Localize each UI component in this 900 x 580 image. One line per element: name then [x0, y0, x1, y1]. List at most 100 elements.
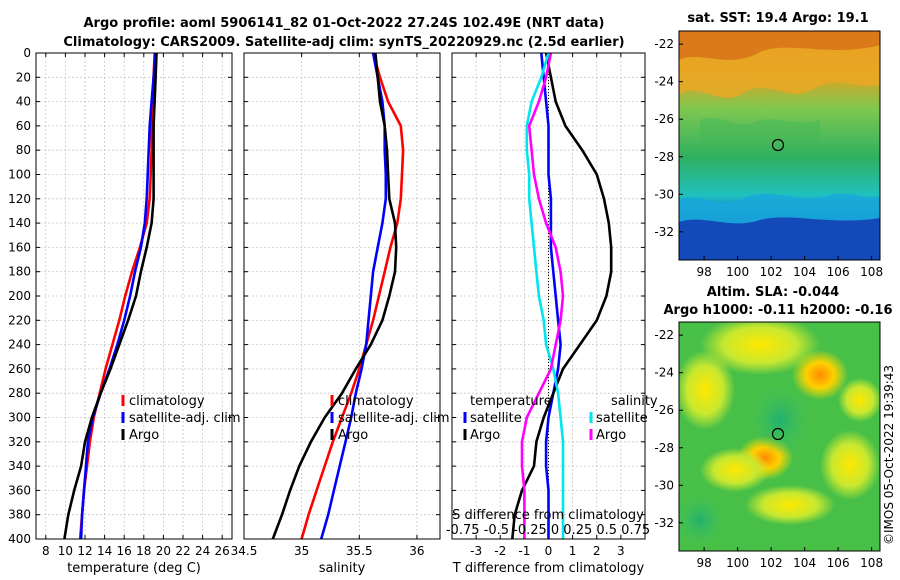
- sla-map-axes: 98 100 102 104 106 108 -22 -24 -26 -28 -30 -32: [654, 328, 883, 570]
- map-x-tick-label: 100: [726, 265, 749, 279]
- y-tick-label: 400: [8, 532, 31, 546]
- plot-frame: [35, 52, 233, 540]
- map-y-tick-label: -22: [654, 37, 674, 51]
- y-tick-label: 180: [8, 265, 31, 279]
- x-tick-label: 1: [569, 544, 577, 558]
- map-y-tick-label: -22: [654, 328, 674, 342]
- x-axis-label: salinity: [319, 561, 366, 576]
- x-tick-label: 20: [156, 544, 171, 558]
- y-tick-label: 360: [8, 483, 31, 497]
- series-line-argo: [63, 52, 158, 540]
- series-line-temperature-satellite: [540, 52, 562, 539]
- legend-title-temperature: temperature: [470, 394, 552, 409]
- x-tick-label: -2: [494, 544, 506, 558]
- sla-map-title: Altim. SLA: -0.044: [707, 285, 839, 300]
- y-tick-label: 320: [8, 435, 31, 449]
- series-line-climatology: [78, 52, 156, 540]
- x-tick-label: 34.5: [231, 544, 258, 558]
- sst-map-axes: 98 100 102 104 106 108 -22 -24 -26 -28 -30 -32: [654, 37, 883, 279]
- map-y-tick-label: -28: [654, 441, 674, 455]
- imos-watermark: ©IMOS 05-Oct-2022 19:39:43: [882, 365, 896, 545]
- y-tick-label: 300: [8, 411, 31, 425]
- y-tick-label: 260: [8, 362, 31, 376]
- map-x-tick-label: 104: [793, 556, 816, 570]
- sst-map-title: sat. SST: 19.4 Argo: 19.1: [687, 11, 868, 26]
- x-tick-label: 36: [409, 544, 424, 558]
- x-tick-label: 8: [42, 544, 50, 558]
- sla-argo-marker: [771, 427, 785, 441]
- map-x-tick-label: 106: [827, 265, 850, 279]
- map-y-tick-label: -24: [654, 75, 674, 89]
- map-y-tick-label: -32: [654, 225, 674, 239]
- sst-map: [679, 31, 880, 260]
- y-tick-label: 340: [8, 459, 31, 473]
- sst-map-frame: [678, 30, 881, 261]
- legend-label: Argo: [129, 428, 159, 443]
- map-x-tick-label: 100: [726, 556, 749, 570]
- map-y-tick-label: -30: [654, 478, 674, 492]
- x-tick-label: 14: [97, 544, 112, 558]
- map-y-tick-label: -32: [654, 516, 674, 530]
- y-tick-label: 80: [16, 143, 31, 157]
- series-line-climatology: [300, 52, 405, 540]
- y-tick-label: 240: [8, 338, 31, 352]
- x-axis-label: T difference from climatology: [452, 561, 645, 576]
- series-line-temperature-argo: [511, 52, 613, 540]
- x-tick-label: 0: [545, 544, 553, 558]
- legend-label: climatology: [338, 394, 414, 409]
- legend-label: satellite: [470, 411, 522, 426]
- legend-label: Argo: [596, 428, 626, 443]
- legend-label: climatology: [129, 394, 205, 409]
- legend-title-salinity: salinity: [611, 394, 658, 409]
- legend-label: satellite-adj. clim: [338, 411, 450, 426]
- legend-label: satellite: [596, 411, 648, 426]
- x-axis-label: temperature (deg C): [67, 561, 201, 576]
- map-x-tick-label: 108: [860, 556, 883, 570]
- map-y-tick-label: -30: [654, 187, 674, 201]
- y-tick-label: 380: [8, 508, 31, 522]
- y-tick-label: 40: [16, 95, 31, 109]
- x-tick-label: 10: [58, 544, 73, 558]
- x-tick-label: 22: [175, 544, 190, 558]
- x-tick-label: -1: [518, 544, 530, 558]
- map-y-tick-label: -24: [654, 366, 674, 380]
- y-tick-label: 100: [8, 168, 31, 182]
- legend-label: Argo: [470, 428, 500, 443]
- salinity-difference-note: S difference from climatology: [452, 508, 644, 523]
- x-tick-label: 16: [117, 544, 132, 558]
- sla-map: [679, 322, 880, 551]
- y-tick-label: 280: [8, 386, 31, 400]
- figure-title-line1: Argo profile: aoml 5906141_82 01-Oct-202…: [84, 16, 605, 31]
- plot-frame: [451, 52, 646, 540]
- map-y-tick-label: -26: [654, 403, 674, 417]
- map-x-tick-label: 104: [793, 265, 816, 279]
- y-tick-label: 140: [8, 216, 31, 230]
- series-line-salinity-argo: [520, 52, 565, 539]
- map-x-tick-label: 98: [696, 265, 711, 279]
- figure-title-line2: Climatology: CARS2009. Satellite-adj cli…: [63, 35, 624, 50]
- legend-label: Argo: [338, 428, 368, 443]
- sla-map-subtitle: Argo h1000: -0.11 h2000: -0.16: [663, 303, 892, 318]
- x-tick-label: 35: [294, 544, 309, 558]
- legend-label: satellite-adj. clim: [129, 411, 241, 426]
- sla-map-frame: [678, 321, 881, 552]
- y-tick-label: 0: [23, 46, 31, 60]
- series-line-satellite-adj-clim: [79, 52, 157, 540]
- map-x-tick-label: 106: [827, 556, 850, 570]
- y-tick-label: 60: [16, 119, 31, 133]
- y-tick-label: 120: [8, 192, 31, 206]
- x-tick-label: 2: [593, 544, 601, 558]
- x-tick-label: 35.5: [346, 544, 373, 558]
- map-x-tick-label: 98: [696, 556, 711, 570]
- x-tick-label: 26: [215, 544, 230, 558]
- y-tick-label: 200: [8, 289, 31, 303]
- x-tick-label: 24: [195, 544, 210, 558]
- plot-frame: [243, 52, 441, 540]
- map-x-tick-label: 102: [760, 265, 783, 279]
- series-line-argo: [271, 52, 398, 540]
- x-tick-label: -3: [470, 544, 482, 558]
- temperature-profile-panel: 0 20 40 60 80 100 120 140 160 180 200 220 240 260 280 3…: [8, 46, 241, 576]
- map-y-tick-label: -28: [654, 150, 674, 164]
- salinity-profile-panel: 34.5 35 35.5 36 salinity climatology satellite…: [231, 52, 450, 576]
